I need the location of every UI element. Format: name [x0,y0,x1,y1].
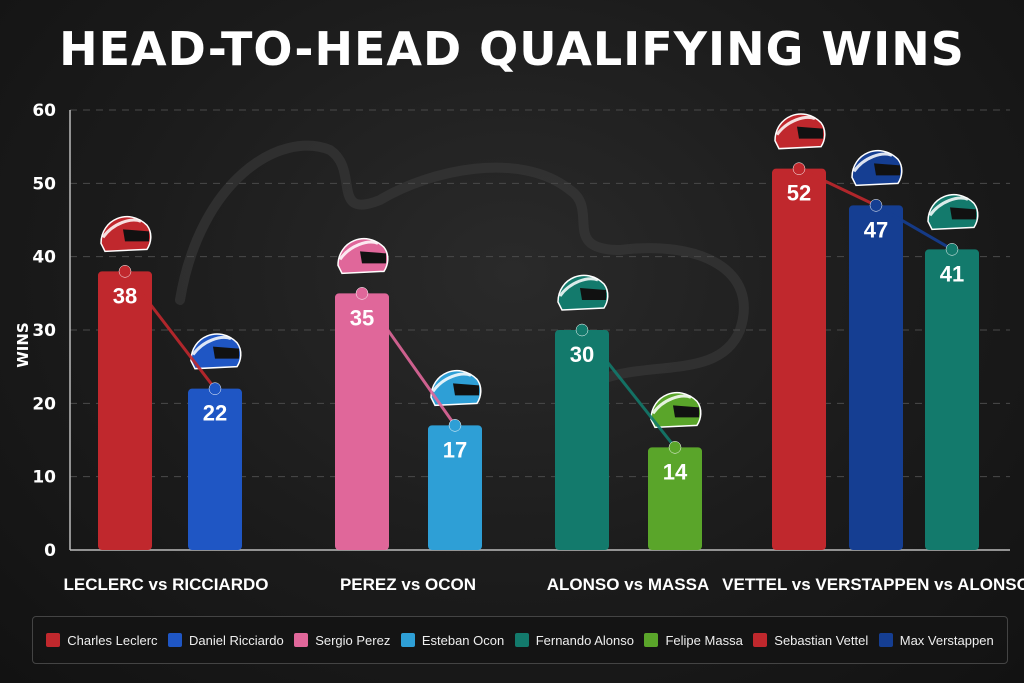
connector-line [580,329,677,449]
x-category-label: VETTEL vs VERSTAPPEN vs ALONSO [722,575,1024,594]
legend-swatch [878,633,893,647]
helmet-icon [650,391,702,429]
legend-item: Max Verstappen [878,632,994,648]
bar [772,168,826,550]
legend-swatch [46,633,61,647]
legend-item: Felipe Massa [644,632,743,648]
helmet-icon [430,369,482,407]
data-label: 38 [113,283,137,308]
data-label: 14 [663,459,688,484]
connector-line [875,204,953,251]
data-point [792,162,806,175]
chart-legend: Charles Leclerc Daniel Ricciardo Sergio Pe… [32,616,1008,664]
data-point [118,265,132,278]
legend-swatch [753,633,768,647]
legend-label: Sebastian Vettel [774,632,869,648]
legend-label: Max Verstappen [899,632,994,648]
legend-item: Esteban Ocon [400,632,505,648]
track-outline-decoration [175,140,749,385]
helmet-icon [851,149,903,187]
legend-item: Fernando Alonso [514,632,634,648]
legend-swatch [168,633,183,647]
data-point [208,382,222,395]
y-axis-label: WINS [14,322,32,367]
data-label: 35 [350,305,374,330]
bar [428,425,482,550]
y-tick-label: 60 [32,101,56,121]
y-tick-label: 0 [44,541,56,561]
x-category-label: PEREZ vs OCON [340,575,476,594]
helmet-icon [557,274,609,311]
legend-label: Charles Leclerc [67,632,158,648]
connector-line [798,167,877,207]
x-category-label: LECLERC vs RICCIARDO [64,575,269,594]
legend-swatch [644,633,659,647]
legend-item: Sergio Perez [294,633,390,648]
data-point [945,243,959,256]
legend-label: Fernando Alonso [535,632,634,648]
bar [648,447,702,550]
legend-item: Charles Leclerc [46,632,158,648]
legend-label: Daniel Ricciardo [189,632,284,648]
bar [555,330,609,550]
connector-line [360,292,457,427]
legend-item: Sebastian Vettel [753,633,868,648]
bar [849,205,903,551]
data-label: 52 [787,181,811,206]
connector-line [123,270,217,390]
data-point [869,199,883,212]
y-tick-label: 40 [32,248,56,268]
legend-swatch [514,633,529,647]
legend-label: Sergio Perez [315,632,391,648]
y-tick-label: 20 [32,394,56,414]
legend-label: Felipe Massa [665,632,743,648]
helmet-icon [100,215,152,253]
x-category-label: ALONSO vs MASSA [547,575,709,594]
data-label: 17 [443,437,467,462]
legend-swatch [400,633,415,647]
bar [925,249,979,551]
y-tick-label: 30 [32,321,56,341]
y-tick-label: 10 [32,468,56,488]
qualifying-bar-chart: 0 10 20 30 40 50 60 WINS 38 22 LECLERC vs RICCIARD… [14,101,1024,594]
data-point [668,441,682,454]
data-point [355,287,369,300]
data-label: 47 [864,217,888,242]
bar [335,293,389,550]
helmet-icon [927,193,979,231]
legend-label: Esteban Ocon [421,632,505,648]
bar [188,388,242,550]
legend-item: Daniel Ricciardo [168,633,284,648]
data-label: 30 [570,342,594,367]
data-point [448,419,462,432]
bar [98,271,152,550]
helmet-icon [774,113,826,150]
data-point [575,323,589,337]
helmet-icon [190,333,242,370]
y-tick-label: 50 [32,174,56,194]
legend-swatch [294,633,309,647]
helmet-icon [337,237,389,275]
data-label: 41 [940,261,964,286]
chart-title: HEAD-TO-HEAD QUALIFYING WINS [59,22,965,76]
data-label: 22 [203,401,227,426]
